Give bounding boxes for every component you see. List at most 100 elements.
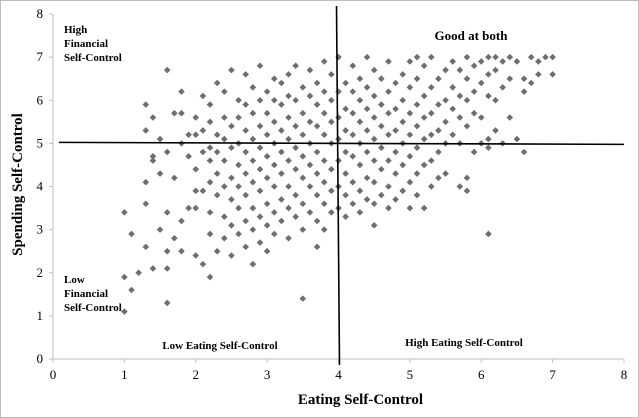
data-point: [492, 127, 499, 134]
data-point: [420, 204, 428, 212]
data-point: [328, 71, 335, 78]
annotations: High Financial Self-Control Good at both Low…: [64, 24, 523, 352]
data-point: [427, 109, 435, 117]
data-point: [299, 174, 307, 182]
data-point: [485, 230, 492, 238]
data-point: [142, 127, 150, 134]
vertical-divider-line: [335, 5, 341, 366]
data-point: [263, 88, 271, 95]
data-point: [499, 58, 506, 65]
data-point: [299, 131, 307, 139]
x-axis-title: Eating Self-Control: [298, 392, 423, 408]
data-point: [435, 148, 442, 156]
annotation-low-eating: Low Eating Self-Control: [162, 340, 277, 352]
data-point: [442, 170, 449, 177]
data-point: [242, 217, 250, 225]
data-point: [385, 183, 392, 190]
data-point: [435, 101, 442, 108]
data-point: [149, 265, 157, 272]
data-point: [485, 53, 492, 61]
data-point: [413, 144, 421, 151]
data-point: [356, 209, 364, 216]
data-point: [399, 118, 407, 126]
data-point: [256, 96, 264, 104]
data-point: [292, 191, 299, 199]
annotation-low-financial: Low: [64, 274, 85, 286]
data-point: [370, 200, 378, 208]
data-point: [242, 243, 250, 251]
y-tick-label: 2: [37, 265, 44, 280]
data-point: [363, 127, 371, 134]
data-point: [392, 105, 399, 113]
data-point: [413, 122, 421, 130]
data-point: [292, 122, 299, 130]
data-point: [392, 196, 399, 203]
data-point: [378, 144, 385, 151]
data-point: [163, 299, 171, 307]
data-point: [206, 178, 214, 186]
data-point: [199, 148, 207, 156]
data-point: [406, 58, 414, 65]
data-point: [228, 252, 235, 259]
data-point: [285, 204, 292, 212]
data-point: [463, 187, 471, 195]
data-point: [385, 131, 392, 139]
data-point: [370, 135, 378, 143]
data-point: [506, 114, 514, 121]
data-point: [171, 174, 178, 182]
data-point: [299, 295, 307, 302]
data-point: [320, 58, 328, 65]
data-point: [206, 273, 214, 281]
data-point: [256, 187, 264, 195]
data-point: [392, 148, 399, 156]
data-point: [270, 161, 278, 169]
data-point: [449, 105, 456, 113]
y-axis-title: Spending Self-Control: [10, 113, 26, 256]
data-point: [128, 230, 135, 238]
data-point: [463, 122, 471, 130]
data-point: [342, 105, 349, 113]
annotation-good-at-both: Good at both: [435, 28, 509, 43]
data-point: [406, 204, 414, 212]
data-point: [313, 243, 321, 251]
data-point: [363, 196, 371, 203]
data-point: [335, 88, 342, 95]
data-point: [270, 183, 278, 190]
data-point: [470, 109, 478, 117]
data-point: [406, 153, 414, 160]
data-point: [420, 92, 428, 100]
data-point: [349, 62, 357, 70]
data-point: [435, 75, 442, 82]
data-point: [199, 127, 207, 134]
quadrant-dividers: [58, 5, 625, 366]
data-point: [163, 209, 171, 216]
data-point: [385, 58, 392, 65]
data-point: [449, 131, 456, 139]
data-point: [313, 148, 321, 156]
data-point: [163, 247, 171, 255]
data-point: [156, 226, 164, 233]
data-point: [292, 213, 299, 220]
data-point: [542, 53, 549, 61]
data-point: [427, 53, 435, 61]
data-point: [242, 71, 250, 78]
data-point: [477, 79, 485, 87]
data-point: [549, 53, 556, 61]
data-point: [449, 84, 456, 91]
data-point: [335, 53, 342, 61]
data-point: [235, 230, 242, 238]
data-point: [320, 88, 328, 95]
data-point: [313, 170, 321, 177]
data-point: [477, 58, 485, 65]
data-point: [142, 243, 150, 251]
data-point: [249, 260, 257, 268]
data-point: [299, 226, 307, 233]
data-point: [413, 75, 421, 82]
data-point: [513, 58, 521, 65]
data-point: [363, 84, 371, 91]
data-point: [249, 204, 257, 212]
data-point: [249, 178, 257, 186]
data-point: [320, 131, 328, 139]
data-point: [328, 96, 335, 104]
data-point: [442, 96, 449, 104]
